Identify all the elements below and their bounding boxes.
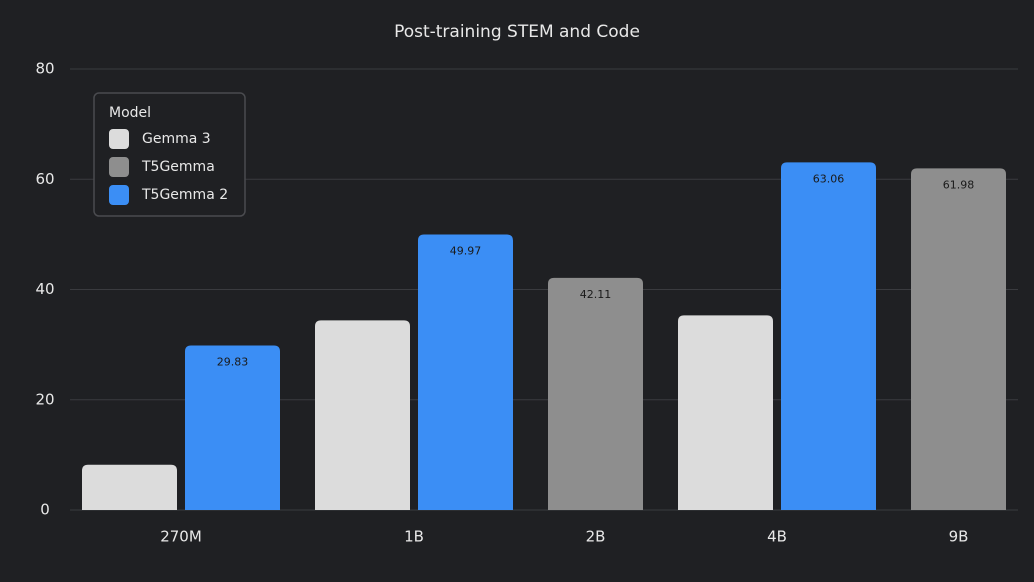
y-tick-label: 0: [40, 501, 50, 519]
legend-title: Model: [109, 105, 151, 121]
bar: [678, 315, 773, 510]
legend: Model Gemma 3 T5Gemma T5Gemma 2: [93, 92, 246, 217]
legend-swatch: [109, 185, 129, 205]
y-tick-label: 20: [35, 390, 54, 408]
bar: [315, 320, 410, 510]
x-tick-label: 4B: [767, 528, 787, 546]
data-label: 63.06: [813, 172, 845, 185]
chart-title: Post-training STEM and Code: [394, 22, 640, 42]
y-tick-label: 40: [35, 280, 54, 298]
data-label: 29.83: [217, 356, 249, 369]
bars: 29.83 270M 49.97 1B 42.11 2B 63.06 4B 61.98 9B: [82, 162, 1006, 546]
legend-swatch: [109, 157, 129, 177]
x-tick-label: 2B: [586, 528, 606, 546]
legend-swatch: [109, 129, 129, 149]
y-tick-label: 80: [35, 60, 54, 78]
x-tick-label: 1B: [404, 528, 424, 546]
bar: [185, 345, 280, 510]
bar: [418, 234, 513, 510]
x-tick-label: 270M: [160, 528, 202, 546]
bar: [82, 464, 177, 510]
data-label: 42.11: [580, 288, 612, 301]
data-label: 61.98: [943, 178, 975, 191]
x-tick-label: 9B: [949, 528, 969, 546]
bar: [548, 277, 643, 510]
legend-label: T5Gemma: [141, 159, 215, 175]
bar: [911, 168, 1006, 510]
legend-label: Gemma 3: [142, 131, 211, 147]
legend-label: T5Gemma 2: [141, 187, 228, 203]
data-label: 49.97: [450, 245, 482, 258]
bar: [781, 162, 876, 510]
y-tick-label: 60: [35, 170, 54, 188]
legend-box: [93, 92, 246, 217]
